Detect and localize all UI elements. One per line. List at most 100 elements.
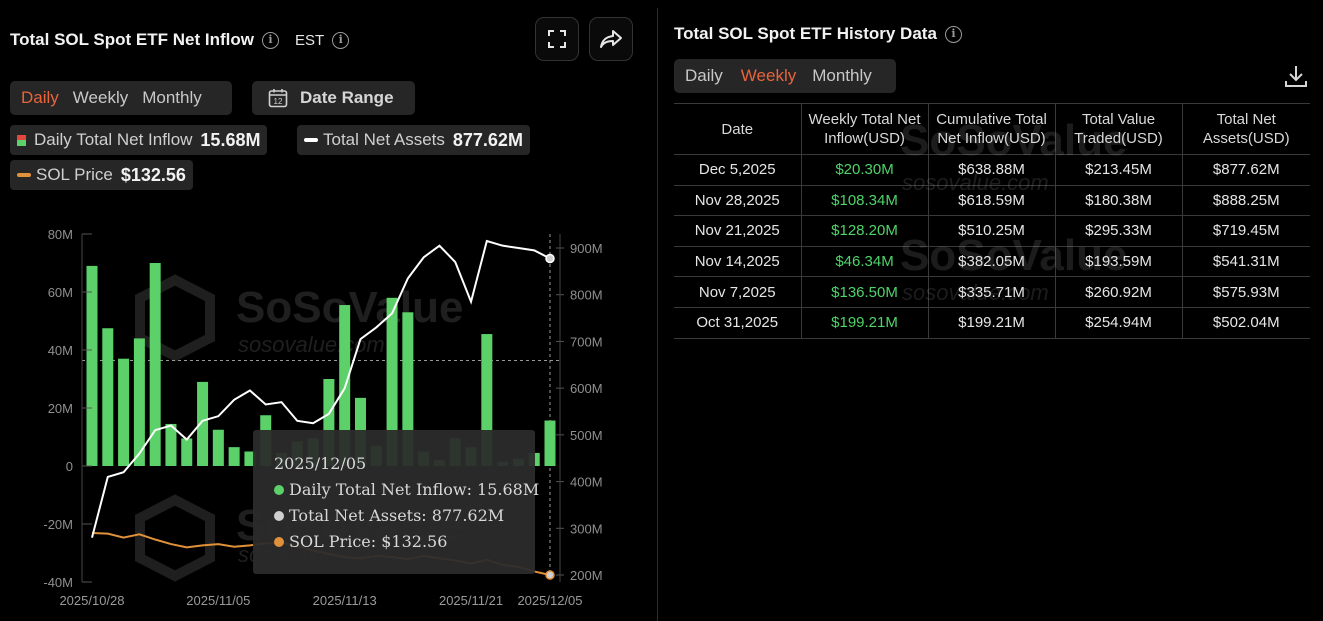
col-net-assets[interactable]: Total Net Assets(USD): [1181, 103, 1310, 155]
download-icon[interactable]: [1284, 64, 1308, 88]
y-right-tick-label: 200M: [570, 568, 603, 583]
history-interval-tabs: Daily Weekly Monthly: [674, 59, 896, 93]
inflow-bar: [149, 263, 161, 466]
timezone-label: EST: [294, 31, 325, 49]
col-weekly-inflow[interactable]: Weekly Total Net Inflow(USD): [800, 103, 928, 155]
net-assets-line: [91, 239, 551, 538]
table-cell: Nov 21,2025: [674, 215, 801, 247]
info-icon[interactable]: i: [261, 31, 279, 49]
tooltip-date: 2025/12/05: [274, 454, 366, 473]
share-button[interactable]: [589, 17, 633, 61]
fullscreen-button[interactable]: [535, 17, 579, 61]
chart-interval-tabs: Daily Weekly Monthly: [10, 81, 232, 115]
table-cell: $877.62M: [1181, 154, 1310, 186]
tooltip-line: Daily Total Net Inflow: 15.68M: [289, 480, 539, 499]
inflow-bar: [323, 379, 335, 466]
tooltip-line: Total Net Assets: 877.62M: [289, 506, 504, 525]
inflow-bar: [102, 328, 114, 466]
table-header-row: Date Weekly Total Net Inflow(USD) Cumula…: [674, 103, 1310, 155]
tooltip-line: SOL Price: $132.56: [289, 532, 447, 551]
y-right-tick-label: 500M: [570, 428, 603, 443]
table-cell: $719.45M: [1181, 215, 1310, 247]
inflow-bar: [197, 381, 209, 466]
table-cell: $541.31M: [1181, 246, 1310, 278]
history-title: Total SOL Spot ETF History Data: [674, 24, 937, 43]
table-cell: Nov 7,2025: [674, 276, 801, 308]
tab-weekly[interactable]: Weekly: [72, 88, 129, 107]
table-cell: Oct 31,2025: [674, 307, 801, 339]
inflow-bar: [544, 420, 556, 466]
date-range-button[interactable]: 12 Date Range: [252, 81, 415, 115]
inflow-bar: [133, 338, 145, 466]
legend-inflow-value: 15.68M: [200, 129, 261, 150]
inflow-bar: [481, 334, 493, 466]
table-cell: $180.38M: [1054, 185, 1182, 217]
inflow-bar: [86, 265, 98, 466]
history-info-icon[interactable]: i: [944, 25, 962, 43]
y-left-tick-label: 40M: [48, 343, 73, 358]
table-cell: $199.21M: [800, 307, 928, 339]
y-right-tick-label: 900M: [570, 241, 603, 256]
share-arrow-icon: [600, 30, 622, 48]
table-cell: $382.05M: [927, 246, 1055, 278]
table-row: Nov 7,2025 $136.50M $335.71M $260.92M $575.9…: [674, 276, 1310, 308]
net-inflow-title-row: Total SOL Spot ETF Net Inflow i EST i: [10, 30, 350, 50]
panel-divider: [657, 8, 658, 621]
y-right-tick-label: 400M: [570, 475, 603, 490]
inflow-bar: [386, 297, 398, 466]
table-cell: $254.94M: [1054, 307, 1182, 339]
table-cell: $295.33M: [1054, 215, 1182, 247]
history-tab-daily[interactable]: Daily: [685, 66, 723, 85]
y-left-tick-label: 0: [66, 459, 73, 474]
y-right-tick-label: 800M: [570, 288, 603, 303]
inflow-chart[interactable]: SoSoValue sosovalue.com SoSoValue sosova…: [0, 0, 657, 621]
y-right-tick-label: 300M: [570, 521, 603, 536]
table-cell: $108.34M: [800, 185, 928, 217]
table-cell: $335.71M: [927, 276, 1055, 308]
inflow-bar: [181, 438, 193, 466]
history-tab-monthly[interactable]: Monthly: [812, 66, 872, 85]
assets-swatch: [304, 138, 318, 142]
table-row: Nov 14,2025 $46.34M $382.05M $193.59M $541.3…: [674, 246, 1310, 278]
table-cell: $638.88M: [927, 154, 1055, 186]
y-left-tick-label: -40M: [43, 575, 73, 590]
y-left-tick-label: 80M: [48, 227, 73, 242]
price-swatch: [17, 173, 31, 177]
inflow-bar: [212, 429, 224, 466]
legend-daily-inflow[interactable]: Daily Total Net Inflow 15.68M: [10, 125, 268, 155]
table-cell: Dec 5,2025: [674, 154, 801, 186]
col-date[interactable]: Date: [674, 103, 801, 155]
col-cumulative-inflow[interactable]: Cumulative Total Net Inflow(USD): [927, 103, 1055, 155]
table-cell: Nov 14,2025: [674, 246, 801, 278]
tooltip-box: [253, 430, 535, 574]
table-cell: $502.04M: [1181, 307, 1310, 339]
history-table: Date Weekly Total Net Inflow(USD) Cumula…: [674, 103, 1310, 339]
table-cell: $46.34M: [800, 246, 928, 278]
net-inflow-title: Total SOL Spot ETF Net Inflow: [10, 30, 254, 49]
sol-price-marker: [545, 570, 555, 580]
table-cell: $128.20M: [800, 215, 928, 247]
tooltip-series-dot: [274, 485, 284, 495]
net-assets-marker: [545, 253, 555, 264]
tab-daily[interactable]: Daily: [21, 88, 59, 107]
history-tab-weekly[interactable]: Weekly: [740, 66, 797, 85]
x-tick-label: 2025/11/13: [313, 593, 377, 608]
timezone-info-icon[interactable]: i: [332, 31, 350, 49]
x-tick-label: 2025/11/05: [186, 593, 250, 608]
col-value-traded[interactable]: Total Value Traded(USD): [1054, 103, 1182, 155]
legend-net-assets[interactable]: Total Net Assets 877.62M: [297, 125, 530, 155]
table-cell: $260.92M: [1054, 276, 1182, 308]
inflow-bar: [118, 358, 130, 466]
inflow-bar: [228, 447, 240, 466]
net-inflow-panel: Total SOL Spot ETF Net Inflow i EST i Da…: [0, 0, 657, 621]
legend-sol-price[interactable]: SOL Price $132.56: [10, 160, 193, 190]
table-row: Oct 31,2025 $199.21M $199.21M $254.94M $502.…: [674, 307, 1310, 339]
legend-assets-value: 877.62M: [452, 129, 523, 150]
tooltip-series-dot: [274, 537, 284, 547]
tab-monthly[interactable]: Monthly: [142, 88, 202, 107]
table-cell: $20.30M: [800, 154, 928, 186]
table-cell: $193.59M: [1054, 246, 1182, 278]
table-cell: $136.50M: [800, 276, 928, 308]
table-cell: $510.25M: [927, 215, 1055, 247]
table-cell: $618.59M: [927, 185, 1055, 217]
